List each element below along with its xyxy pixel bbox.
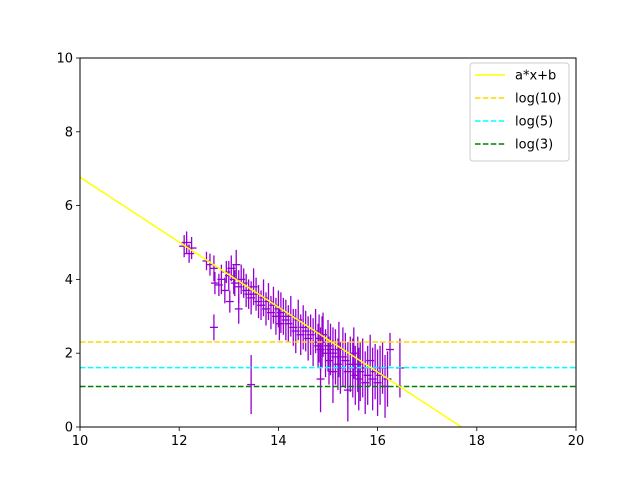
errorbar-point [325,336,333,385]
axes-frame [79,57,577,428]
errorbar-point [247,355,256,415]
errorbar-point [220,277,229,304]
errorbar-point [316,345,325,413]
x-tick-label: 18 [469,434,486,449]
legend-label: log(10) [515,92,562,107]
axis-ticks: 10 12 14 16 18 20 0 2 4 6 8 10 [56,52,584,450]
errorbar-point [328,340,337,404]
errorbar-point [354,347,363,411]
x-tick-label: 10 [72,434,89,449]
legend-entry: log(5) [475,115,553,130]
legend-entry: log(3) [475,138,553,153]
errorbar-point [225,290,234,313]
errorbar-point [209,255,218,282]
legend-box [469,62,570,162]
errorbar-point [230,270,239,297]
legend-label: a*x+b [515,69,556,84]
legend-entry: log(10) [475,92,562,107]
fit-line [80,176,462,427]
errorbar-point [209,314,218,341]
errorbar-point [210,272,219,295]
errorbar-point [343,358,352,422]
errorbar-point [386,332,394,367]
x-tick-label: 12 [171,434,188,449]
legend-label: log(3) [515,138,553,153]
x-tick-label: 20 [568,434,585,449]
y-tick-label: 4 [65,273,73,288]
y-tick-label: 2 [65,347,73,362]
y-tick-label: 6 [65,199,73,214]
legend: a*x+b log(10) log(5) log(3) [469,62,570,162]
legend-label: log(5) [515,115,553,130]
plot-data-layer [80,176,576,427]
errorbar-point [232,249,241,280]
errorbar-point [181,231,192,254]
errorbar-point [234,294,243,324]
y-tick-label: 8 [65,125,73,140]
errorbar-point [349,327,358,380]
x-tick-label: 16 [369,434,386,449]
y-tick-label: 10 [56,52,73,67]
legend-entry: a*x+b [475,69,556,84]
y-tick-label: 0 [65,421,73,436]
x-tick-label: 14 [270,434,287,449]
